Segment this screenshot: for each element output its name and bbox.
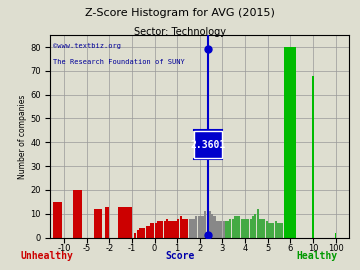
Bar	[180, 216, 181, 238]
Bar	[238, 216, 240, 238]
Bar	[236, 216, 238, 238]
Bar	[204, 211, 207, 238]
Bar	[150, 223, 152, 238]
Bar	[286, 223, 288, 238]
Bar	[136, 231, 139, 238]
Bar	[282, 223, 283, 238]
Bar	[222, 221, 225, 238]
Bar	[216, 221, 218, 238]
Bar	[148, 226, 150, 238]
Bar	[266, 221, 267, 238]
Bar	[141, 228, 143, 238]
Bar	[53, 202, 62, 238]
Bar	[189, 218, 191, 238]
Text: Score: Score	[165, 251, 195, 261]
Bar	[193, 218, 195, 238]
Bar	[155, 223, 157, 238]
Bar	[118, 207, 132, 238]
Bar	[207, 209, 209, 238]
Bar	[229, 218, 231, 238]
Bar	[202, 216, 204, 238]
Bar	[198, 216, 200, 238]
Bar	[284, 223, 286, 238]
Text: Healthy: Healthy	[296, 251, 337, 261]
Bar	[145, 226, 148, 238]
Bar	[259, 218, 261, 238]
Bar	[175, 221, 177, 238]
Bar	[73, 190, 82, 238]
Bar	[164, 221, 166, 238]
Bar	[231, 218, 234, 238]
Bar	[335, 233, 336, 238]
Bar	[184, 218, 186, 238]
Bar	[252, 216, 254, 238]
Bar	[250, 218, 252, 238]
Bar	[268, 223, 270, 238]
Bar	[240, 218, 243, 238]
Bar	[171, 221, 172, 238]
Bar	[161, 221, 163, 238]
Bar	[261, 218, 263, 238]
Bar	[191, 218, 193, 238]
Y-axis label: Number of companies: Number of companies	[18, 94, 27, 178]
Bar	[200, 216, 202, 238]
FancyBboxPatch shape	[194, 131, 221, 158]
Bar	[218, 221, 220, 238]
Text: The Research Foundation of SUNY: The Research Foundation of SUNY	[53, 59, 185, 65]
Bar	[254, 214, 256, 238]
Bar	[270, 223, 272, 238]
Bar	[211, 214, 213, 238]
Bar	[166, 218, 168, 238]
Bar	[173, 221, 175, 238]
Bar	[143, 228, 145, 238]
Bar	[247, 218, 249, 238]
Bar	[186, 218, 188, 238]
Bar	[275, 221, 276, 238]
Bar	[243, 218, 245, 238]
Bar	[225, 221, 227, 238]
Text: Unhealthy: Unhealthy	[21, 251, 73, 261]
Bar	[263, 218, 265, 238]
Bar	[152, 223, 154, 238]
Bar	[159, 221, 161, 238]
Text: Z-Score Histogram for AVG (2015): Z-Score Histogram for AVG (2015)	[85, 8, 275, 18]
Bar	[209, 211, 211, 238]
Bar	[284, 47, 296, 238]
Bar	[94, 209, 102, 238]
Bar	[277, 223, 279, 238]
Text: ©www.textbiz.org: ©www.textbiz.org	[53, 43, 121, 49]
Bar	[168, 221, 170, 238]
Bar	[134, 233, 136, 238]
Bar	[139, 228, 141, 238]
Bar	[312, 76, 314, 238]
Bar	[213, 216, 216, 238]
Bar	[245, 218, 247, 238]
Bar	[177, 218, 179, 238]
Bar	[220, 221, 222, 238]
Bar	[279, 223, 281, 238]
Bar	[273, 223, 274, 238]
Text: 2.3601: 2.3601	[190, 140, 226, 150]
Bar	[157, 221, 159, 238]
Bar	[257, 209, 258, 238]
Text: Sector: Technology: Sector: Technology	[134, 27, 226, 37]
Bar	[105, 207, 109, 238]
Bar	[227, 221, 229, 238]
Bar	[195, 216, 197, 238]
Bar	[234, 216, 236, 238]
Bar	[182, 218, 184, 238]
